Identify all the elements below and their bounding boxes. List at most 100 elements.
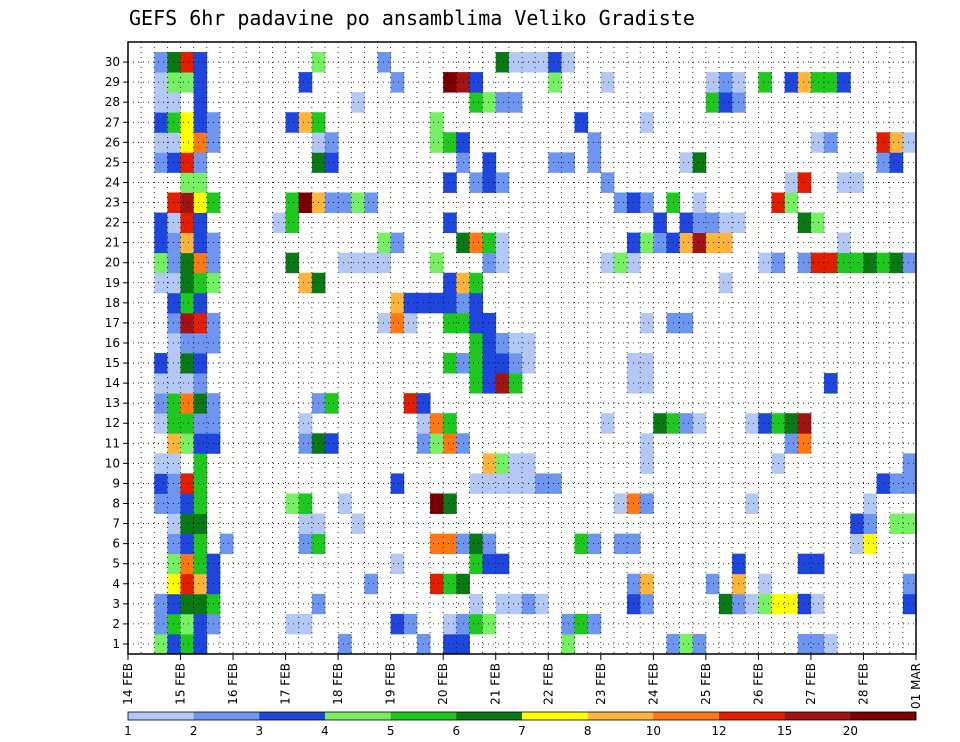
grid-lines: [128, 42, 916, 654]
heatmap-cell: [193, 553, 208, 575]
heatmap-cell: [850, 252, 864, 274]
y-tick-label: 22: [105, 216, 120, 230]
heatmap-cell: [889, 252, 904, 274]
heatmap-cell: [180, 413, 195, 434]
heatmap-cell: [495, 593, 510, 615]
y-tick-label: 5: [112, 557, 120, 571]
heatmap-cell: [193, 192, 208, 213]
heatmap-cell: [495, 92, 510, 113]
heatmap-cell: [640, 453, 654, 474]
heatmap-cell: [613, 493, 628, 514]
heatmap-cell: [180, 633, 195, 655]
heatmap-cell: [640, 192, 654, 213]
heatmap-cell: [325, 433, 339, 454]
heatmap-cell: [167, 192, 181, 213]
colorbar-label: 12: [711, 724, 726, 738]
heatmap-cell: [902, 573, 917, 595]
heatmap-cell: [469, 172, 483, 193]
y-tick-label: 20: [105, 256, 120, 270]
heatmap-cell: [482, 453, 497, 474]
heatmap-cell: [180, 112, 195, 133]
heatmap-cell: [692, 232, 707, 254]
heatmap-cell: [640, 373, 654, 394]
y-tick-label: 27: [105, 115, 120, 129]
x-tick-label: 16 FEB: [226, 663, 240, 705]
heatmap-cell: [364, 252, 378, 274]
heatmap-cell: [193, 453, 208, 474]
heatmap-cell: [390, 312, 405, 334]
heatmap-cell: [600, 413, 615, 434]
heatmap-cell: [469, 72, 483, 93]
heatmap-cell: [508, 332, 523, 354]
heatmap-cell: [167, 453, 181, 474]
heatmap-cell: [298, 72, 313, 93]
heatmap-cell: [902, 132, 917, 153]
heatmap-cell: [193, 92, 208, 113]
heatmap-cell: [430, 533, 444, 555]
heatmap-cell: [193, 573, 208, 595]
heatmap-cell: [167, 292, 181, 314]
heatmap-cell: [587, 533, 602, 555]
heatmap-cell: [154, 132, 168, 153]
colorbar-label: 15: [777, 724, 792, 738]
heatmap-cell: [548, 72, 562, 93]
heatmap-cell: [430, 132, 444, 153]
heatmap-cell: [193, 132, 208, 153]
colorbar-label: 7: [518, 724, 526, 738]
heatmap-cell: [797, 172, 812, 193]
heatmap-cell: [443, 72, 457, 93]
chart-title: GEFS 6hr padavine po ansamblima Veliko G…: [129, 6, 695, 30]
heatmap-cell: [482, 92, 497, 113]
heatmap-cell: [443, 573, 457, 595]
y-tick-label: 12: [105, 416, 120, 430]
heatmap-cell: [810, 252, 825, 274]
heatmap-cell: [810, 633, 825, 655]
heatmap-cell: [180, 172, 195, 193]
heatmap-cell: [495, 332, 510, 354]
heatmap-cell: [508, 52, 523, 73]
y-tick-label: 14: [105, 376, 120, 390]
heatmap-cell: [154, 493, 168, 514]
heatmap-cell: [469, 312, 483, 334]
heatmap-cell: [535, 473, 549, 494]
heatmap-cell: [167, 332, 181, 354]
colorbar-swatch: [850, 712, 917, 720]
heatmap-cell: [613, 533, 628, 555]
heatmap-cell: [167, 393, 181, 414]
heatmap-cell: [430, 573, 444, 595]
heatmap-cell: [679, 413, 694, 434]
heatmap-cell: [193, 272, 208, 294]
heatmap-cell: [705, 72, 720, 93]
heatmap-cell: [390, 72, 405, 93]
colorbar-label: 1: [124, 724, 132, 738]
heatmap-cell: [167, 513, 181, 535]
colorbar-label: 10: [646, 724, 661, 738]
heatmap-cell: [180, 152, 195, 173]
heatmap-cell: [285, 212, 300, 234]
heatmap-cell: [298, 433, 313, 454]
heatmap-cell: [180, 393, 195, 414]
heatmap-cell: [758, 72, 772, 93]
heatmap-cell: [430, 292, 444, 314]
heatmap-cell: [193, 633, 208, 655]
heatmap-cell: [298, 192, 313, 213]
heatmap-cell: [443, 132, 457, 153]
heatmap-cell: [495, 353, 510, 374]
heatmap-cell: [719, 92, 733, 113]
heatmap-cell: [154, 413, 168, 434]
heatmap-cell: [482, 232, 497, 254]
heatmap-cell: [167, 212, 181, 234]
heatmap-cell: [574, 533, 589, 555]
heatmap-cell: [443, 633, 457, 655]
heatmap-cell: [495, 473, 510, 494]
heatmap-cell: [797, 593, 812, 615]
heatmap-cell: [824, 373, 838, 394]
heatmap-cell: [797, 433, 812, 454]
heatmap-cell: [587, 613, 602, 635]
heatmap-cell: [587, 132, 602, 153]
heatmap-cell: [285, 252, 300, 274]
heatmap-cell: [167, 433, 181, 454]
heatmap-cell: [469, 272, 483, 294]
heatmap-cell: [640, 593, 654, 615]
heatmap-cell: [180, 212, 195, 234]
